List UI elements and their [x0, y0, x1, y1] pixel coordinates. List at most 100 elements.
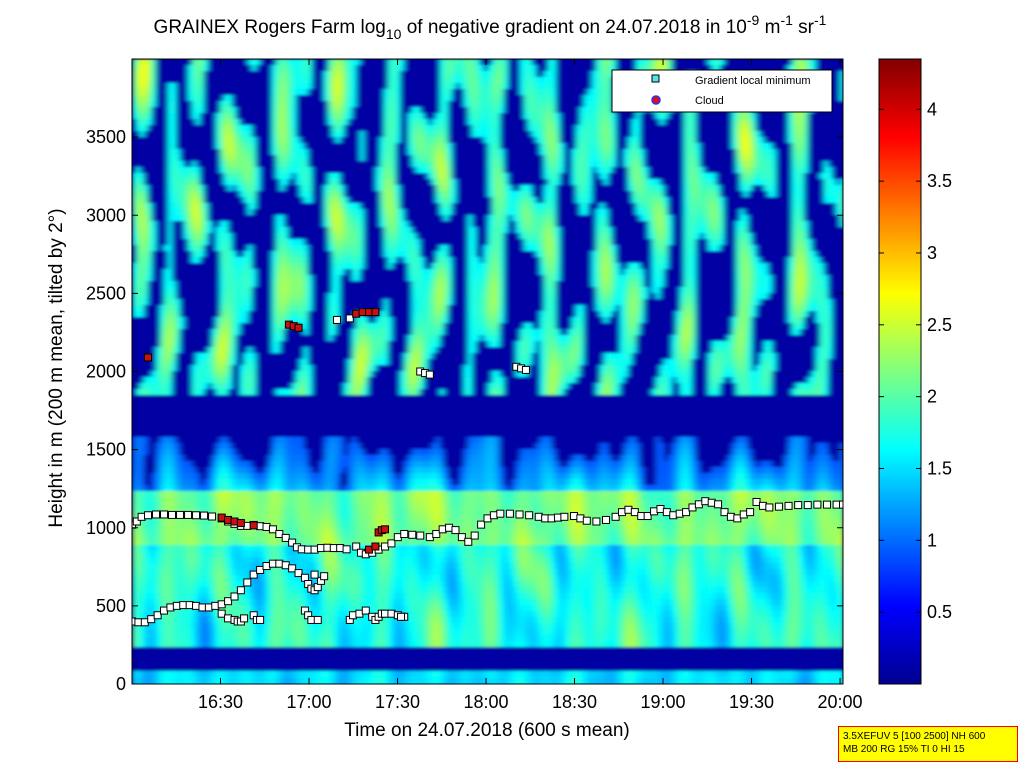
gradient-min-marker — [230, 592, 239, 601]
colorbar-tick-label: 1 — [927, 530, 937, 550]
gradient-min-marker — [525, 511, 534, 520]
gradient-min-marker — [794, 501, 803, 510]
gradient-min-marker — [176, 510, 185, 519]
x-axis: 16:30 17:00 17:30 18:00 18:30 19:00 19:30 20:00 — [198, 59, 863, 712]
x-tick-label: 19:00 — [641, 692, 686, 712]
x-tick-label: 17:30 — [375, 692, 420, 712]
cloud-marker — [381, 525, 390, 534]
legend: Gradient local minimum Cloud — [611, 69, 833, 113]
footnote-box: 3.5XEFUV 5 [100 2500] NH 600 MB 200 RG 1… — [838, 726, 1018, 762]
gradient-min-marker — [451, 526, 460, 535]
gradient-min-marker — [208, 512, 217, 521]
footnote-line-2: MB 200 RG 15% TI 0 HI 15 — [843, 744, 965, 755]
gradient-min-marker — [217, 609, 226, 618]
x-tick-label: 18:30 — [552, 692, 597, 712]
gradient-min-marker — [256, 615, 265, 624]
legend-label-cloud: Cloud — [695, 95, 724, 107]
colorbar-tick-label: 0.5 — [927, 602, 952, 622]
gradient-min-marker — [714, 500, 723, 509]
gradient-min-marker — [464, 537, 473, 546]
gradient-min-marker — [813, 500, 822, 509]
gradient-min-marker — [152, 510, 161, 519]
gradient-min-marker — [288, 538, 297, 547]
gradient-min-marker — [582, 516, 591, 525]
legend-marker-cloud — [651, 95, 661, 105]
gradient-min-marker — [505, 509, 514, 518]
colorbar-tick-label: 2 — [927, 387, 937, 407]
y-tick-label: 500 — [96, 596, 126, 616]
gradient-min-marker — [249, 570, 258, 579]
gradient-min-marker — [457, 533, 466, 542]
gradient-min-marker — [332, 315, 341, 324]
cloud-marker — [371, 542, 380, 551]
gradient-min-marker — [200, 511, 209, 520]
gradient-min-marker — [243, 578, 252, 587]
x-tick-label: 20:00 — [818, 692, 863, 712]
gradient-min-marker — [281, 533, 290, 542]
gradient-min-marker — [515, 510, 524, 519]
footnote-line-1: 3.5XEFUV 5 [100 2500] NH 600 — [843, 731, 986, 742]
gradient-min-marker — [240, 614, 249, 623]
gradient-min-marker — [839, 500, 843, 509]
y-axis-label: Height in m (200 m mean, tilted by 2°) — [46, 208, 67, 527]
y-tick-label: 2500 — [86, 283, 126, 303]
gradient-min-marker — [310, 570, 319, 579]
heatmap-field — [132, 59, 843, 684]
legend-box — [611, 69, 833, 113]
y-tick-label: 3500 — [86, 127, 126, 147]
gradient-min-marker — [192, 511, 201, 520]
gradient-min-marker — [320, 572, 329, 581]
colorbar: 0.5 1 1.5 2 2.5 3 3.5 4 — [878, 58, 952, 685]
chart-title: GRAINEX Rogers Farm log10 of negative gr… — [154, 12, 827, 42]
legend-marker-gradient-min — [651, 74, 660, 83]
gradient-min-marker — [477, 520, 486, 529]
gradient-min-marker — [184, 510, 193, 519]
gradient-min-marker — [784, 501, 793, 510]
x-tick-label: 19:30 — [729, 692, 774, 712]
gradient-min-marker — [294, 569, 303, 578]
colorbar-tick-label: 4 — [927, 99, 937, 119]
colorbar-tick-label: 3 — [927, 243, 937, 263]
colorbar-ramp — [878, 58, 922, 685]
gradient-min-marker — [342, 545, 351, 554]
gradient-min-marker — [611, 512, 620, 521]
colorbar-tick-label: 2.5 — [927, 315, 952, 335]
gradient-min-marker — [153, 611, 162, 620]
cloud-marker — [294, 323, 303, 332]
gradient-min-marker — [408, 530, 417, 539]
gradient-min-marker — [682, 508, 691, 517]
gradient-min-marker — [425, 370, 434, 379]
gradient-min-marker — [168, 510, 177, 519]
gradient-min-marker — [144, 511, 153, 520]
gradient-min-marker — [288, 564, 297, 573]
gradient-min-marker — [387, 539, 396, 548]
y-tick-label: 3000 — [86, 205, 126, 225]
gradient-min-marker — [521, 365, 530, 374]
gradient-min-marker — [765, 503, 774, 512]
gradient-min-marker — [720, 508, 729, 517]
gradient-min-marker — [746, 508, 755, 517]
gradient-min-marker — [496, 509, 505, 518]
colorbar-tick-label: 3.5 — [927, 171, 952, 191]
y-tick-label: 0 — [116, 674, 126, 694]
markers-layer — [132, 308, 843, 627]
gradient-min-marker — [400, 530, 409, 538]
gradient-min-marker — [774, 502, 783, 511]
legend-label-gradient-min: Gradient local minimum — [695, 75, 811, 87]
y-tick-label: 1000 — [86, 518, 126, 538]
gradient-min-marker — [592, 517, 601, 526]
cloud-marker — [236, 519, 245, 528]
cloud-marker — [371, 308, 380, 317]
y-tick-label: 1500 — [86, 440, 126, 460]
gradient-min-marker — [224, 597, 233, 606]
gradient-min-marker — [470, 531, 479, 540]
colorbar-tick-label: 1.5 — [927, 458, 952, 478]
gradient-min-marker — [416, 531, 425, 540]
x-tick-label: 16:30 — [198, 692, 243, 712]
gradient-min-marker — [643, 512, 652, 521]
y-tick-label: 2000 — [86, 362, 126, 382]
gradient-min-marker — [160, 510, 169, 519]
gradient-min-marker — [602, 515, 610, 524]
gradient-min-marker — [560, 512, 569, 521]
